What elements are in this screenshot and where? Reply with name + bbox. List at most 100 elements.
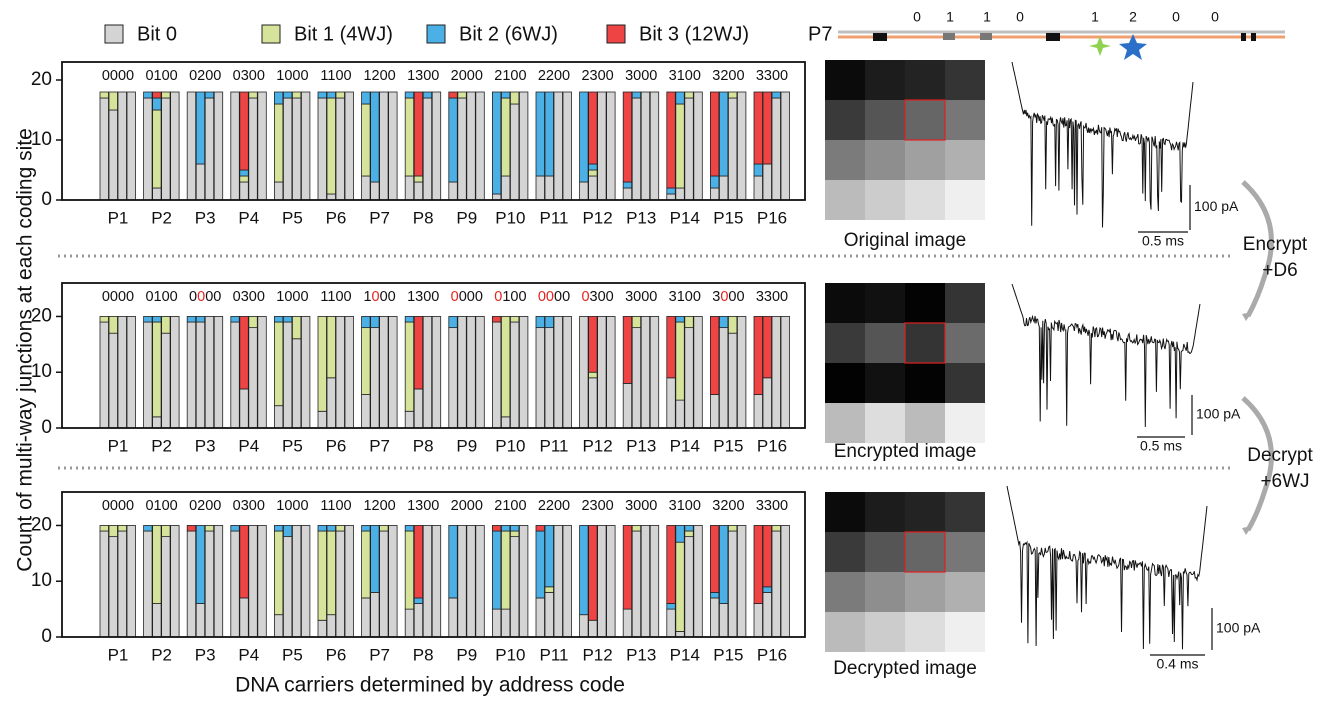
group-label: P15 — [713, 436, 743, 455]
bar-segment — [449, 525, 458, 598]
group-label: P5 — [282, 208, 303, 227]
code-digit: 0 — [197, 289, 205, 305]
bar-segment — [781, 525, 790, 637]
code-digit: 1 — [363, 289, 371, 305]
bar-segment — [607, 92, 616, 200]
bar-segment — [589, 164, 598, 170]
bar-segment — [162, 537, 171, 637]
bar-segment — [467, 525, 476, 637]
code-digit: 0 — [736, 289, 744, 305]
bar-segment — [432, 525, 441, 637]
code-digit: 0 — [213, 289, 221, 305]
bar-segment — [694, 525, 703, 637]
bar-segment — [389, 316, 398, 428]
bar-segment — [632, 525, 641, 531]
bar-segment — [676, 542, 685, 631]
address-code: 0100 — [145, 498, 177, 514]
bar-segment — [380, 525, 389, 531]
image-pixel — [945, 492, 985, 532]
scale-label: 100 pA — [1196, 406, 1241, 422]
group-label: P9 — [456, 208, 477, 227]
y-tick-label: 0 — [41, 189, 52, 210]
bar-segment — [283, 92, 292, 98]
address-code: 2200 — [538, 68, 570, 84]
group-label: P5 — [282, 436, 303, 455]
address-code: 0000 — [102, 498, 134, 514]
bar-segment — [240, 182, 249, 200]
bar-segment — [623, 525, 632, 609]
schematic-digit: 0 — [1211, 9, 1219, 25]
bar-segment — [214, 92, 223, 200]
star-marker — [1089, 36, 1111, 56]
bar-segment — [685, 92, 694, 98]
bar-segment — [327, 316, 336, 377]
group-label: P14 — [670, 208, 700, 227]
block — [980, 33, 992, 40]
bar-segment — [492, 525, 501, 531]
image-pixel — [905, 532, 945, 572]
bar-segment — [301, 92, 310, 200]
bar-segment — [405, 92, 414, 98]
address-code: 2300 — [581, 498, 613, 514]
current-trace — [1012, 284, 1200, 427]
group-label: P12 — [582, 436, 612, 455]
image-pixel — [945, 572, 985, 612]
bar-segment — [196, 322, 205, 428]
address-code: 0000 — [451, 289, 483, 305]
address-code: 0100 — [494, 289, 526, 305]
y-axis-title: Count of multi-way junctions at each cod… — [14, 128, 37, 572]
bar-segment — [283, 316, 292, 322]
bar-segment — [423, 316, 432, 428]
bar-segment — [719, 328, 728, 428]
bar-segment — [336, 316, 345, 428]
bar-segment — [501, 417, 510, 428]
group-label: P4 — [238, 208, 259, 227]
bar-segment — [623, 609, 632, 637]
bar-segment — [501, 316, 510, 416]
bar-segment — [187, 92, 196, 200]
bar-segment — [153, 604, 162, 637]
bar-segment — [580, 92, 589, 182]
bar-segment — [685, 531, 694, 537]
bar-segment — [171, 316, 180, 428]
bar-segment — [127, 525, 136, 637]
bar-segment — [405, 322, 414, 411]
step-label: Decrypt — [1247, 445, 1313, 466]
bar-segment — [623, 92, 632, 182]
bar-segment — [598, 92, 607, 200]
bar-segment — [162, 333, 171, 428]
current-trace — [1007, 486, 1207, 649]
bar-segment — [100, 316, 109, 322]
code-digit: 0 — [554, 289, 562, 305]
bar-segment — [728, 316, 737, 333]
address-code: 1200 — [363, 498, 395, 514]
bar-segment — [274, 316, 283, 322]
group-label: P8 — [413, 208, 434, 227]
bar-segment — [405, 176, 414, 200]
bar-segment — [501, 609, 510, 637]
bar-segment — [667, 316, 676, 377]
bar-segment — [205, 98, 214, 200]
bar-segment — [240, 176, 249, 182]
bar-segment — [327, 378, 336, 428]
bar-segment — [362, 104, 371, 176]
bar-segment — [100, 525, 109, 531]
bar-segment — [118, 316, 127, 428]
address-code: 1200 — [363, 68, 395, 84]
image-pixel — [825, 492, 865, 532]
bar-segment — [301, 525, 310, 637]
bar-segment — [580, 316, 589, 428]
bar-segment — [318, 98, 327, 200]
bar-segment — [650, 316, 659, 428]
bar-segment — [196, 316, 205, 322]
group-label: P6 — [326, 645, 347, 664]
y-tick-label: 20 — [31, 69, 52, 90]
bar-segment — [754, 525, 763, 603]
bar-segment — [536, 328, 545, 428]
group-label: P8 — [413, 645, 434, 664]
bar-segment — [336, 92, 345, 98]
bar-segment — [710, 395, 719, 428]
bar-segment — [153, 316, 162, 322]
group-label: P1 — [108, 436, 129, 455]
bar-segment — [623, 188, 632, 200]
